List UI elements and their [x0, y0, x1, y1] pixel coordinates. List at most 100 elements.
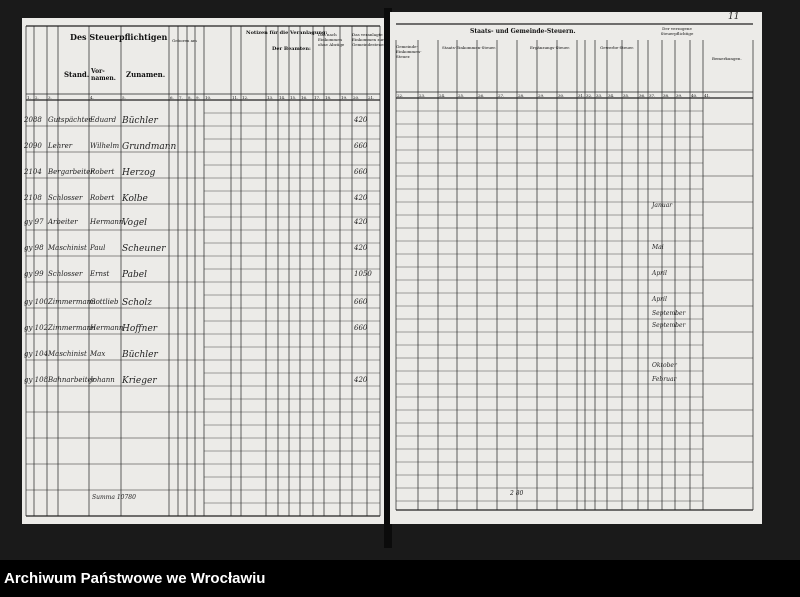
- entry-zuname: Hoffner: [122, 324, 158, 334]
- entry-vorname: Robert: [90, 168, 115, 176]
- column-number: 14.: [279, 95, 286, 100]
- column-number: 33.: [596, 93, 603, 98]
- column-number: 34.: [608, 93, 615, 98]
- entry-stand: Zimmermann: [48, 298, 96, 306]
- entry-zuname: Pabel: [122, 270, 147, 280]
- entry-sum: 420: [354, 116, 368, 124]
- entry-sum: 660: [354, 324, 368, 332]
- header-gemeinde-einkommen: Das veranlagte Einkommen zur Gemeindeste…: [352, 32, 386, 47]
- column-number: 1.: [27, 95, 31, 100]
- entry-stand: Schlosser: [48, 270, 83, 278]
- header-geboren: Geboren am: [172, 38, 197, 43]
- scanned-register: Des Steuerpflichtigen Stand. Vor-namen. …: [0, 0, 800, 560]
- column-number: 29.: [538, 93, 545, 98]
- entry-sum: 1050: [354, 270, 372, 278]
- header-gemeinde-steuer: Gemeinde-Einkommen-Steuer.: [396, 44, 422, 59]
- left-ruling: [25, 25, 381, 517]
- entry-vorname: Robert: [90, 194, 115, 202]
- header-gewerbe: Gewerbe-Steuer.: [600, 45, 634, 50]
- column-number: 23.: [419, 93, 426, 98]
- entry-zuname: Grundmann: [122, 142, 177, 152]
- entry-vorname: Eduard: [90, 116, 117, 124]
- right-title: Staats- und Gemeinde-Steuern.: [470, 28, 576, 35]
- header-bemerkungen: Bemerkungen.: [712, 56, 742, 61]
- summary-note: Summa 10780: [92, 494, 136, 501]
- book-gutter: [384, 8, 392, 548]
- column-number: 21.: [368, 95, 375, 100]
- column-number: 35.: [623, 93, 630, 98]
- entry-stand: Bahnarbeiter: [48, 376, 96, 384]
- entry-zuname: Büchler: [122, 116, 158, 126]
- entry-sum: 660: [354, 142, 368, 150]
- column-number: 27.: [498, 93, 505, 98]
- column-number: 25.: [458, 93, 465, 98]
- header-zunamen: Zunamen.: [126, 70, 166, 79]
- entry-sum: 660: [354, 168, 368, 176]
- column-number: 24.: [439, 93, 446, 98]
- column-number: 9.: [196, 95, 200, 100]
- remark-month: September: [652, 322, 686, 329]
- column-number: 17.: [314, 95, 321, 100]
- column-number: 41.: [704, 93, 711, 98]
- column-number: 2.: [35, 95, 39, 100]
- header-einkommen: Das nach Einkommen ohne Abzüge: [318, 32, 345, 47]
- column-number: 11.: [232, 95, 239, 100]
- column-number: 39.: [676, 93, 683, 98]
- remark-month: April: [652, 270, 667, 277]
- column-number: 20.: [353, 95, 360, 100]
- entry-vorname: Gottlieb: [90, 298, 119, 306]
- remark-month: September: [652, 310, 686, 317]
- entry-nr: gy 100: [24, 298, 49, 306]
- entry-vorname: Ernst: [90, 270, 110, 278]
- column-number: 15.: [290, 95, 297, 100]
- header-beamten: Der Beamten:: [272, 46, 311, 52]
- column-number: 18.: [325, 95, 332, 100]
- entry-nr: 2090: [24, 142, 42, 150]
- entry-nr: gy 108: [24, 376, 49, 384]
- entry-vorname: Paul: [90, 244, 106, 252]
- column-number: 38.: [663, 93, 670, 98]
- column-number: 3.: [48, 95, 52, 100]
- column-number: 31.: [578, 93, 585, 98]
- entry-zuname: Scholz: [122, 298, 153, 308]
- remark-month: Oktober: [652, 362, 677, 369]
- remark-month: Mai: [652, 244, 664, 251]
- column-number: 16.: [301, 95, 308, 100]
- entry-stand: Maschinist: [48, 244, 87, 252]
- header-verzogen: Der verzogene Steuerpflichtige: [660, 26, 694, 36]
- entry-stand: Lehrer: [48, 142, 73, 150]
- entry-vorname: Wilhelm: [90, 142, 120, 150]
- header-stand: Stand.: [64, 70, 90, 79]
- entry-nr: gy 102: [24, 324, 49, 332]
- entry-nr: 2104: [24, 168, 42, 176]
- entry-stand: Gutspächter: [48, 116, 92, 124]
- entry-sum: 420: [354, 218, 368, 226]
- column-number: 40.: [691, 93, 698, 98]
- column-number: 10.: [205, 95, 212, 100]
- entry-nr: gy 99: [24, 270, 44, 278]
- entry-zuname: Kolbe: [122, 194, 148, 204]
- entry-sum: 420: [354, 376, 368, 384]
- entry-zuname: Büchler: [122, 350, 158, 360]
- column-number: 12.: [242, 95, 249, 100]
- column-number: 22.: [397, 93, 404, 98]
- remark-month: Februar: [652, 376, 677, 383]
- remark-month: Januar: [652, 202, 673, 209]
- entry-nr: gy 98: [24, 244, 44, 252]
- column-number: 13.: [267, 95, 274, 100]
- entry-nr: 2108: [24, 194, 42, 202]
- column-number: 37.: [649, 93, 656, 98]
- entry-vorname: Hermann: [90, 218, 124, 226]
- entry-vorname: Johann: [90, 376, 115, 384]
- entry-stand: Bergarbeiter: [48, 168, 94, 176]
- left-title: Des Steuerpflichtigen: [70, 32, 168, 42]
- entry-zuname: Scheuner: [122, 244, 166, 254]
- entry-stand: Arbeiter: [48, 218, 78, 226]
- entry-sum: 420: [354, 194, 368, 202]
- entry-stand: Zimmermann: [48, 324, 96, 332]
- column-number: 30.: [558, 93, 565, 98]
- right-ruling: [395, 23, 754, 511]
- entry-zuname: Vogel: [122, 218, 148, 228]
- entry-sum: 420: [354, 244, 368, 252]
- entry-vorname: Hermann: [90, 324, 124, 332]
